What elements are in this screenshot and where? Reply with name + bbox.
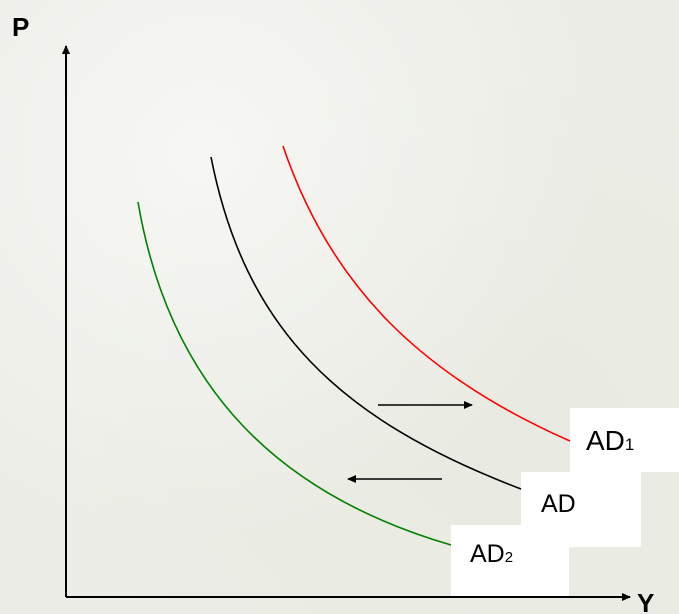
- ad1-label-subscript: 1: [624, 435, 635, 454]
- ad2-label-box: [451, 525, 569, 597]
- ad1-label-text: AD: [586, 425, 625, 456]
- ad-curve: [210, 156, 522, 490]
- ad1-label: AD1: [586, 427, 634, 455]
- ad2-label: AD2: [470, 542, 513, 567]
- ad-label-text: AD: [541, 490, 576, 518]
- ad2-label-subscript: 2: [504, 549, 514, 566]
- ad1-label-box: [570, 408, 679, 472]
- x-axis-label: Y: [637, 588, 655, 614]
- ad2-label-text: AD: [470, 540, 505, 568]
- ad2-curve: [137, 201, 452, 546]
- y-axis-label: P: [12, 12, 30, 42]
- ad-label: AD: [541, 492, 576, 517]
- ad1-curve: [282, 145, 571, 442]
